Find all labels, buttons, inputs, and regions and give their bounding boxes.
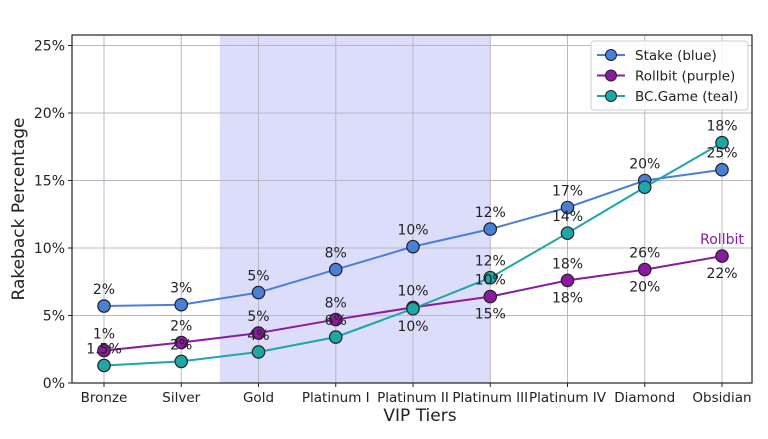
data-label: 2% <box>170 337 192 353</box>
rollbit-annotation: Rollbit <box>700 232 744 248</box>
series-lines <box>97 135 729 373</box>
data-label: 12% <box>475 205 506 221</box>
data-label: 5% <box>247 269 269 285</box>
y-tick-label: 25% <box>34 39 65 55</box>
data-point <box>715 162 729 177</box>
data-point <box>174 354 189 369</box>
data-point <box>251 285 266 300</box>
data-label: 8% <box>325 296 347 312</box>
data-label: 2% <box>170 319 192 335</box>
data-label: 20% <box>629 157 660 173</box>
highlight-band <box>219 35 491 383</box>
data-label: 10% <box>397 223 428 239</box>
data-point <box>97 299 111 313</box>
data-point <box>560 226 575 240</box>
data-label: 10% <box>397 283 428 299</box>
data-point <box>715 135 729 150</box>
data-point <box>560 200 575 215</box>
x-tick-label: Platinum IV <box>529 390 607 406</box>
data-point <box>715 249 729 263</box>
y-tick-label: 10% <box>34 241 65 257</box>
data-label: 26% <box>629 246 660 262</box>
data-label: 18% <box>552 290 583 306</box>
data-label: 8% <box>325 246 347 262</box>
y-tick-label: 20% <box>34 106 65 122</box>
x-tick-label: Silver <box>162 390 200 406</box>
data-point <box>97 358 111 373</box>
plot-frame <box>71 34 753 384</box>
x-tick-label: Obsidian <box>692 390 751 406</box>
y-axis-label: Rakeback Percentage <box>9 118 29 301</box>
legend-marker <box>605 90 617 102</box>
data-labels: 2% 3% 5% 8% 10% 12% 17% 20% 25% 1% 2% 5% 8% 10% 10% 18%… <box>86 119 737 358</box>
legend: Stake (blue) Rollbit (purple) BC.Game (tea… <box>590 40 749 111</box>
x-tick-label: Bronze <box>81 390 128 406</box>
data-label: 22% <box>706 266 737 282</box>
data-point <box>251 345 266 359</box>
legend-label: Rollbit (purple) <box>635 69 735 85</box>
y-axis: 0% 5% 10% 15% 20% 25% <box>34 39 72 392</box>
legend-label: Stake (blue) <box>635 48 717 64</box>
data-label: 18% <box>706 119 737 135</box>
x-tick-label: Platinum I <box>302 390 370 406</box>
data-point <box>251 326 266 340</box>
y-tick-label: 15% <box>34 174 65 190</box>
data-label: 1.5% <box>86 341 122 357</box>
data-point <box>174 297 189 312</box>
legend-marker <box>605 49 617 61</box>
legend-box <box>590 40 749 111</box>
data-point <box>406 239 420 254</box>
data-label: 10% <box>475 273 506 289</box>
x-tick-label: Platinum III <box>452 390 528 406</box>
data-point <box>174 335 189 350</box>
data-label: 17% <box>552 184 583 200</box>
data-point <box>483 222 498 236</box>
data-point <box>328 262 343 277</box>
data-label: 5% <box>247 309 269 325</box>
data-point <box>483 289 498 304</box>
data-point <box>328 330 343 344</box>
data-point <box>637 180 652 195</box>
data-point <box>560 273 575 288</box>
x-axis: Bronze Silver Gold Platinum I Platinum II Pla… <box>81 383 752 406</box>
x-tick-label: Gold <box>243 390 274 406</box>
data-label: 12% <box>475 254 506 270</box>
data-label: 4% <box>247 328 269 344</box>
data-label: 18% <box>552 256 583 272</box>
data-label: 20% <box>629 280 660 296</box>
y-tick-label: 5% <box>43 309 65 325</box>
data-label: 1% <box>93 327 115 343</box>
legend-label: BC.Game (teal) <box>635 89 738 105</box>
data-label: 25% <box>706 146 737 162</box>
data-point <box>406 301 420 316</box>
data-label: 6% <box>325 313 347 329</box>
data-label: 2% <box>93 282 115 298</box>
data-point <box>97 343 111 358</box>
data-label: 3% <box>170 281 192 297</box>
x-tick-label: Diamond <box>614 390 675 406</box>
highlight-band-rect <box>219 35 491 383</box>
legend-marker <box>605 69 617 82</box>
data-point <box>483 270 498 285</box>
data-point <box>328 312 343 327</box>
data-label: 15% <box>475 307 506 323</box>
data-label: 14% <box>552 209 583 225</box>
x-axis-label: VIP Tiers <box>383 406 456 426</box>
x-tick-label: Platinum II <box>377 390 449 406</box>
y-tick-label: 0% <box>43 376 65 392</box>
data-point <box>637 262 652 277</box>
data-label: 10% <box>397 319 428 335</box>
